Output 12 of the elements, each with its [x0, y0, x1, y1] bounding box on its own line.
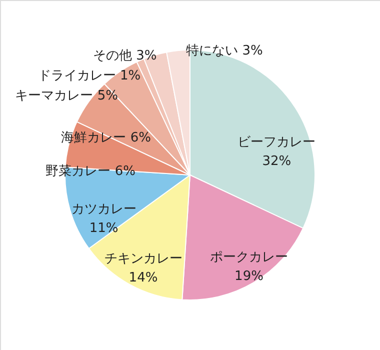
slice-label: ポークカレー — [210, 250, 288, 266]
data-label: 14% — [128, 270, 158, 286]
slice-label: カツカレー — [71, 202, 136, 218]
data-label: 32% — [262, 154, 292, 169]
data-label: 11% — [89, 221, 118, 236]
slice-label: キーマカレー 5% — [15, 88, 118, 104]
data-label: 19% — [234, 269, 264, 284]
slice-label: その他 3% — [93, 48, 157, 64]
slice-label: ビーフカレー — [238, 134, 316, 150]
slice-label: 特にない 3% — [186, 44, 263, 59]
slice-label: ドライカレー 1% — [38, 68, 141, 84]
slice-label: チキンカレー — [104, 251, 182, 266]
